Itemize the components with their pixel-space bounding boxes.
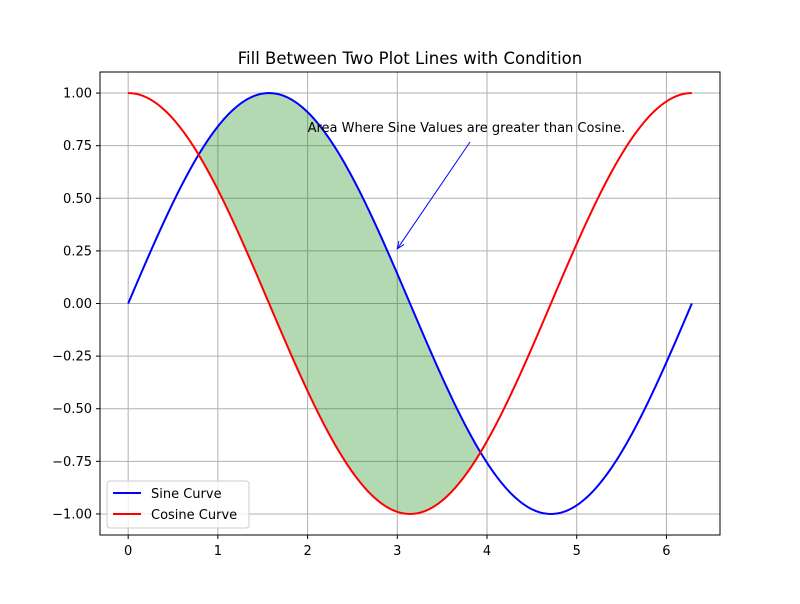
x-tick-label: 3 (393, 544, 401, 559)
x-tick-label: 1 (214, 544, 222, 559)
x-tick-label: 2 (303, 544, 311, 559)
fill-between-area (198, 93, 481, 514)
x-tick-label: 4 (483, 544, 491, 559)
y-tick-label: −0.75 (52, 455, 92, 470)
annotation-arrowhead (396, 240, 405, 250)
axis-ticks: 0 1 2 3 4 5 6 1.00 0.75 0.50 0.25 0.00 −0.25 −0.50 −0.… (52, 87, 670, 559)
y-tick-label: −1.00 (52, 507, 92, 522)
annotation-arrow (396, 141, 471, 250)
legend-box (106, 480, 250, 529)
x-tick-label: 5 (573, 544, 581, 559)
legend: Sine Curve Cosine Curve (106, 480, 250, 529)
annotation-text: Area Where Sine Values are greater than … (308, 121, 626, 136)
cosine-curve-line (128, 92, 692, 515)
x-tick-label: 6 (662, 544, 670, 559)
sine-curve-line (127, 92, 693, 515)
x-tick-label: 0 (124, 544, 132, 559)
chart-title: Fill Between Two Plot Lines with Conditi… (238, 49, 582, 68)
series-lines (127, 92, 693, 515)
y-tick-label: 0.00 (63, 297, 92, 312)
y-tick-label: 1.00 (63, 87, 92, 102)
y-tick-label: 0.50 (63, 192, 92, 207)
legend-label-cosine: Cosine Curve (151, 508, 237, 523)
y-tick-label: 0.75 (63, 139, 92, 154)
legend-label-sine: Sine Curve (151, 487, 222, 502)
fill-area-group (198, 93, 481, 514)
y-tick-label: −0.25 (52, 350, 92, 365)
y-tick-label: 0.25 (63, 244, 92, 259)
y-tick-label: −0.50 (52, 402, 92, 417)
annotation-group: Area Where Sine Values are greater than … (308, 121, 626, 250)
